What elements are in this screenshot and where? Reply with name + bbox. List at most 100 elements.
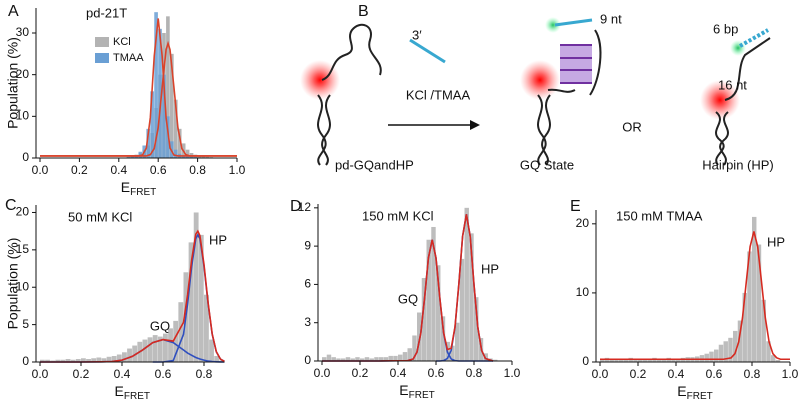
x-tick-label: 1.0: [229, 163, 246, 177]
x-tick-label: 0.0: [32, 367, 49, 381]
strand: [322, 25, 381, 80]
y-tick-label: 3: [304, 315, 311, 329]
y-tick-label: 5: [22, 317, 29, 331]
histogram-bar: [153, 335, 158, 362]
x-tick-label: 0.6: [155, 367, 172, 381]
x-tick-label: 0.6: [150, 163, 167, 177]
histogram-bar: [465, 208, 469, 361]
y-tick-label: 0: [304, 353, 311, 367]
state-label: Hairpin (HP): [702, 157, 774, 172]
annotation: 50 mM KCl: [68, 209, 132, 224]
y-tick-label: 0: [22, 354, 29, 368]
donor-dye: [730, 40, 746, 56]
x-tick-label: 0.4: [110, 163, 127, 177]
annotation: HP: [767, 234, 785, 249]
x-axis-label: EFRET: [399, 382, 434, 401]
strand-end: [410, 40, 445, 62]
y-axis-label: Population (%): [5, 238, 21, 330]
panel-label: C: [5, 197, 17, 214]
histogram-bar: [143, 340, 148, 362]
x-axis-label-main: E: [399, 382, 408, 398]
arrow-label: KCl /TMAA: [406, 87, 471, 102]
strand-end-label: 3′: [412, 27, 422, 42]
histogram-bar: [209, 340, 214, 362]
x-tick-label: 0.8: [466, 366, 483, 380]
x-tick-label: 0.0: [314, 366, 331, 380]
x-tick-label: 0.8: [196, 367, 213, 381]
x-tick-label: 0.6: [428, 366, 445, 380]
histogram-bar: [327, 355, 331, 361]
x-tick-label: 0.4: [390, 366, 407, 380]
stem-label: 6 bp: [713, 21, 738, 36]
x-tick-label: 0.2: [630, 367, 647, 381]
panel-label: B: [358, 3, 369, 20]
histogram-bar: [714, 350, 718, 362]
y-tick-label: 20: [576, 216, 590, 230]
y-tick-label: 0: [582, 354, 589, 368]
histogram-bar: [403, 352, 407, 361]
x-tick-label: 0.2: [71, 163, 88, 177]
x-axis-label-main: E: [121, 179, 130, 195]
histogram-bar: [709, 352, 713, 362]
x-tick-label: 0.2: [352, 366, 369, 380]
or-label: OR: [622, 119, 642, 134]
linker-label: 16 nt: [718, 77, 747, 92]
x-tick-label: 0.0: [32, 163, 49, 177]
x-tick-label: 0.6: [706, 367, 723, 381]
x-tick-label: 0.4: [114, 367, 131, 381]
g-quadruplex: [560, 45, 592, 83]
state-label: GQ State: [520, 157, 574, 172]
histogram-bar: [163, 334, 168, 362]
arrowhead: [470, 120, 480, 130]
x-axis-label: EFRET: [677, 383, 712, 401]
histogram-bar: [148, 337, 153, 362]
y-tick-label: 30: [16, 25, 30, 39]
acceptor-dye: [520, 60, 560, 100]
legend-swatch: [95, 53, 109, 63]
x-axis-label: EFRET: [121, 179, 156, 198]
annotation: HP: [481, 261, 499, 276]
loop-label: 9 nt: [600, 11, 622, 26]
x-axis-label-sub: FRET: [687, 391, 713, 401]
annotation: GQ: [150, 318, 170, 333]
y-axis-label: Population (%): [5, 37, 21, 129]
dna-helix: [318, 95, 330, 165]
y-tick-label: 10: [576, 285, 590, 299]
annotation: HP: [209, 232, 227, 247]
y-tick-label: 20: [16, 205, 30, 219]
y-tick-label: 6: [304, 277, 311, 291]
x-tick-label: 1.0: [782, 367, 799, 381]
legend-label: KCl: [113, 36, 131, 48]
annotation: 150 mM TMAA: [616, 208, 703, 223]
x-tick-label: 0.8: [744, 367, 761, 381]
x-axis-label-sub: FRET: [124, 391, 150, 401]
fit-line: [40, 18, 237, 156]
x-axis-label-sub: FRET: [130, 187, 156, 198]
x-axis-label: EFRET: [115, 383, 150, 401]
y-tick-label: 0: [22, 150, 29, 164]
panel-label: E: [570, 198, 581, 215]
panel-label: D: [290, 198, 302, 215]
x-axis-label-main: E: [677, 383, 686, 399]
legend-swatch: [95, 37, 109, 47]
histogram-bar: [127, 349, 132, 362]
annotation: GQ: [398, 291, 418, 306]
histogram-bar: [174, 150, 178, 158]
x-tick-label: 0.4: [668, 367, 685, 381]
chart-title: pd-21T: [86, 5, 127, 20]
x-axis-label-main: E: [115, 383, 124, 399]
state-label: pd-GQandHP: [335, 157, 414, 172]
dna-helix: [538, 95, 550, 165]
legend-label: TMAA: [113, 52, 144, 64]
histogram-bar: [705, 354, 709, 362]
x-axis-label-sub: FRET: [409, 390, 435, 401]
x-tick-label: 0.0: [592, 367, 609, 381]
panel-label: A: [8, 3, 19, 20]
x-tick-label: 0.2: [73, 367, 90, 381]
x-tick-label: 0.8: [189, 163, 206, 177]
histogram-bar: [178, 302, 183, 362]
x-tick-label: 1.0: [504, 366, 521, 380]
diagram: B 3′ KCl /TMAA 9 nt OR 6 bp 16 nt pd-GQa…: [300, 3, 774, 172]
annotation: 150 mM KCl: [362, 208, 434, 223]
